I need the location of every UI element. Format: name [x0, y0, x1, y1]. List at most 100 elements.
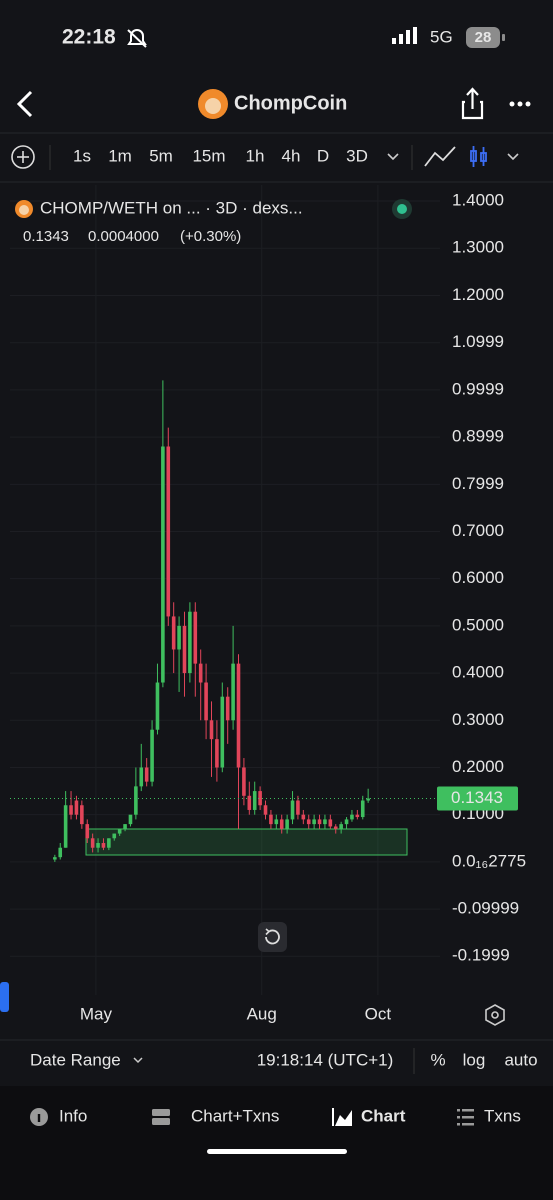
reset-button[interactable]: [258, 922, 287, 952]
grid: [10, 185, 440, 995]
candle-body: [344, 819, 349, 825]
interval-button[interactable]: 5m: [149, 146, 173, 165]
candle-body: [117, 828, 122, 834]
interval-button[interactable]: 1m: [108, 146, 132, 165]
candle-body: [101, 843, 106, 848]
interval-button[interactable]: 1h: [246, 146, 265, 165]
date-range-button[interactable]: Date Range: [30, 1050, 121, 1069]
battery-level: 28: [475, 29, 492, 46]
candle-body: [215, 739, 219, 768]
page-title: ChompCoin: [234, 92, 347, 114]
more-button[interactable]: [509, 101, 531, 107]
candle-body: [96, 843, 100, 848]
y-tick-label: 0.2000: [452, 757, 504, 776]
candle-body: [333, 826, 338, 829]
last-price-label: 0.1343: [451, 788, 503, 807]
network: 5G: [430, 27, 453, 46]
candle-body: [236, 663, 241, 768]
candle-body: [112, 833, 117, 839]
candle-body: [209, 720, 214, 740]
interval-button[interactable]: D: [317, 146, 329, 165]
y-tick-label: 1.4000: [452, 191, 504, 210]
candle-body: [128, 814, 133, 825]
candle-body: [290, 800, 295, 820]
battery-tip: [502, 34, 505, 41]
y-tick-label: 1.0999: [452, 332, 504, 351]
y-tick-label: 0.0₁₆2775: [452, 851, 526, 870]
candle-body: [339, 824, 343, 829]
y-tick-label: -0.1999: [452, 946, 510, 965]
add-indicator-button[interactable]: [11, 145, 35, 169]
interval-dropdown[interactable]: [387, 153, 399, 161]
share-button[interactable]: [461, 87, 484, 120]
candle-body: [188, 611, 192, 674]
interval-button[interactable]: 4h: [282, 146, 301, 165]
candle-body: [366, 798, 370, 801]
x-tick-label: Aug: [247, 1004, 277, 1023]
candle-body: [269, 814, 273, 825]
candle-body: [247, 795, 252, 810]
nav-icon: [335, 1110, 352, 1126]
legend-price: 0.1343: [23, 228, 69, 245]
candle-body: [296, 800, 300, 815]
line-chart-button[interactable]: [424, 146, 456, 167]
candle-body: [53, 857, 57, 860]
y-tick-label: 0.6000: [452, 568, 504, 587]
percent-toggle[interactable]: %: [430, 1050, 445, 1069]
candle-body: [134, 786, 138, 815]
candle-body: [166, 446, 171, 617]
candle-body: [317, 819, 322, 825]
candle-body: [306, 819, 311, 825]
candle-body: [328, 819, 333, 827]
nav-icon: [152, 1109, 170, 1116]
chart-type-dropdown[interactable]: [507, 153, 519, 161]
reset-icon-arrow: [265, 928, 271, 936]
candle-body: [231, 663, 235, 721]
x-tick-label: Oct: [365, 1004, 392, 1023]
nav-group: Info Chart+Txns Chart Txns: [30, 1106, 521, 1126]
auto-toggle[interactable]: auto: [504, 1050, 537, 1069]
interval-button[interactable]: 3D: [346, 146, 368, 165]
status-time: 22:18: [62, 26, 116, 49]
legend-change-pct: (+0.30%): [180, 228, 241, 245]
candle-body: [85, 824, 90, 839]
battery: [466, 27, 500, 48]
nav-item[interactable]: Info: [59, 1106, 87, 1125]
home-indicator: [207, 1149, 347, 1154]
candle-body: [263, 805, 268, 815]
nav-icon: [457, 1123, 460, 1126]
candle-body: [301, 814, 306, 820]
candle-body: [139, 767, 144, 787]
nav-item[interactable]: Chart+Txns: [191, 1106, 279, 1125]
support-zone: [85, 828, 408, 856]
nav-icon: [37, 1114, 41, 1122]
nav-item[interactable]: Chart: [361, 1106, 406, 1125]
candle-body: [74, 800, 79, 815]
candle-body: [198, 663, 203, 683]
mute-icon: [127, 29, 147, 48]
candle-body: [274, 819, 279, 825]
candle-chart-button[interactable]: [470, 146, 487, 167]
chart-background: [0, 185, 553, 995]
interval-group: 1s 1m 5m 15m 1h 4h D 3D: [73, 146, 368, 165]
settings-button[interactable]: [485, 1004, 505, 1026]
y-tick-label: -0.09999: [452, 899, 519, 918]
y-tick-label: 1.2000: [452, 285, 504, 304]
nav-icon: [462, 1109, 474, 1112]
interval-button[interactable]: 1s: [73, 146, 91, 165]
side-tab[interactable]: [0, 982, 9, 1012]
pair-logo-face: [19, 205, 29, 215]
bottom-nav: [0, 1086, 553, 1200]
interval-button[interactable]: 15m: [192, 146, 225, 165]
candle-body: [204, 682, 208, 721]
log-toggle[interactable]: log: [463, 1050, 486, 1069]
nav-item[interactable]: Txns: [484, 1106, 521, 1125]
candle-body: [58, 847, 63, 858]
nav-icon: [152, 1118, 170, 1125]
candle-body: [220, 696, 225, 768]
y-tick-label: 0.7999: [452, 474, 504, 493]
legend-change: 0.0004000: [88, 228, 159, 245]
candle-body: [350, 814, 354, 820]
back-button[interactable]: [16, 90, 33, 118]
coin-logo-face: [205, 98, 221, 114]
